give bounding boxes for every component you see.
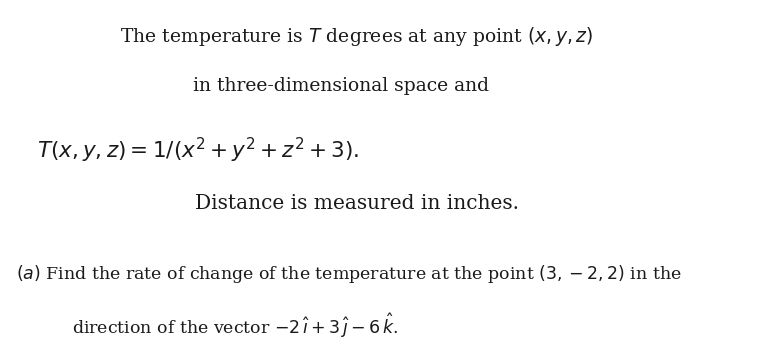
Text: in three-dimensional space and: in three-dimensional space and xyxy=(194,77,489,95)
Text: $T(x, y, z) = 1/(x^2 + y^2 + z^2 + 3).$: $T(x, y, z) = 1/(x^2 + y^2 + z^2 + 3).$ xyxy=(37,136,359,165)
Text: The temperature is $T$ degrees at any point $(x, y, z)$: The temperature is $T$ degrees at any po… xyxy=(120,25,593,49)
Text: $(a)$ Find the rate of change of the temperature at the point $(3, -2, 2)$ in th: $(a)$ Find the rate of change of the tem… xyxy=(16,263,681,285)
Text: direction of the vector $-2\,\hat{\imath}+3\,\hat{\jmath}-6\,\hat{k}$.: direction of the vector $-2\,\hat{\imath… xyxy=(72,311,399,340)
Text: Distance is measured in inches.: Distance is measured in inches. xyxy=(195,194,519,213)
